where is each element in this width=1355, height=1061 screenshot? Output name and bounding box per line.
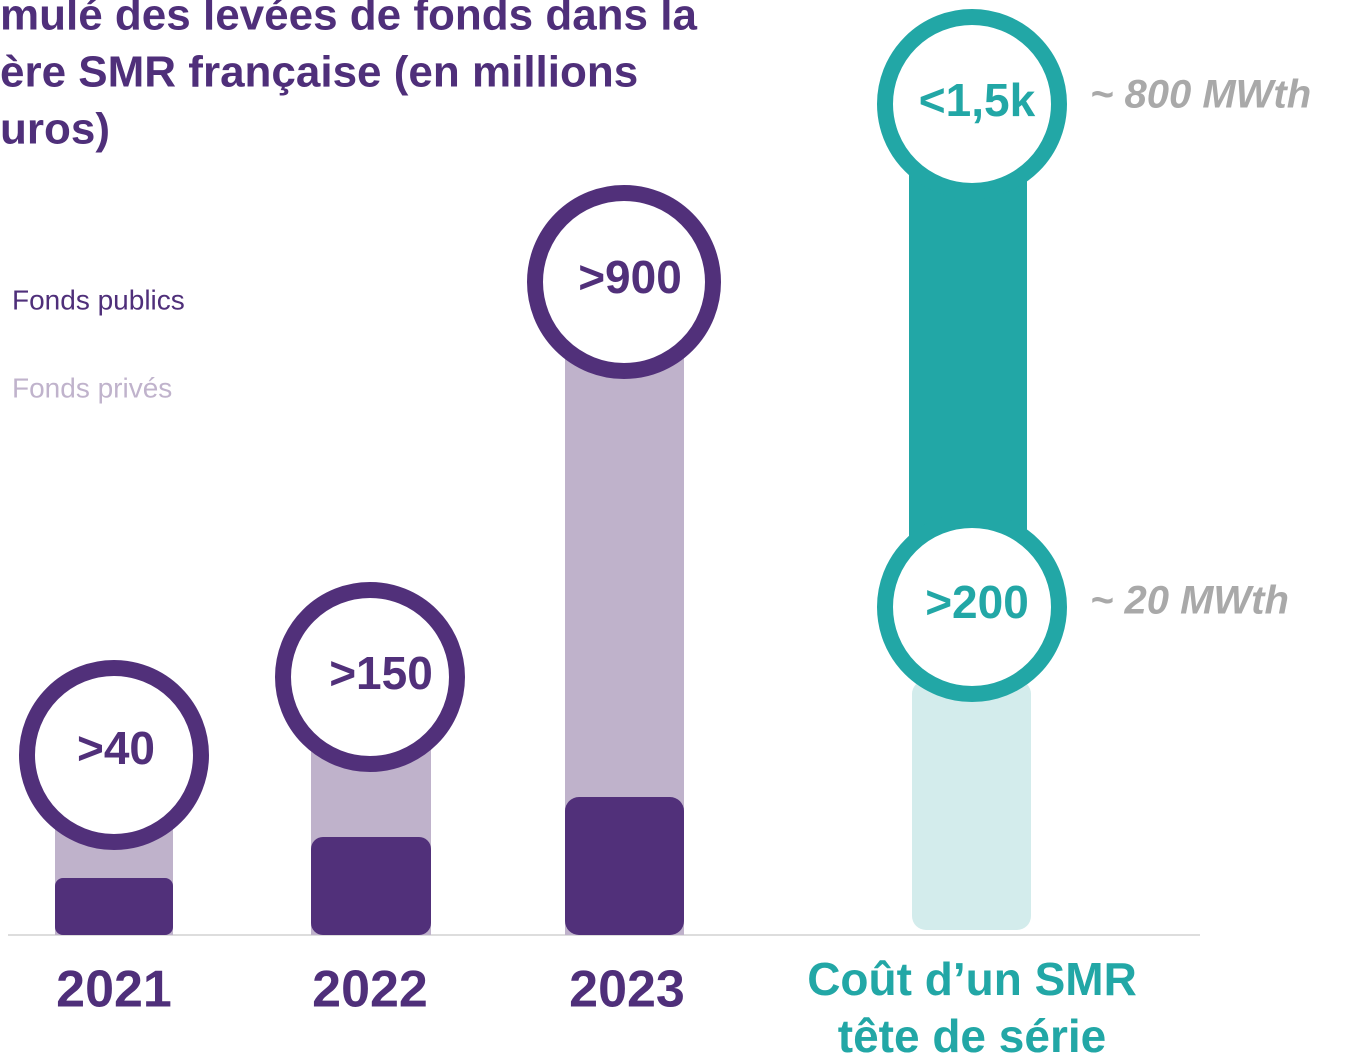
- cost-range-bar: [909, 150, 1027, 540]
- column-label: >150: [329, 647, 433, 699]
- legend-private: Fonds privés: [12, 372, 172, 403]
- cost-title: Coût d’un SMR: [807, 953, 1137, 1005]
- badge: [275, 582, 465, 772]
- public-bar: [565, 797, 684, 935]
- badge: [877, 512, 1067, 702]
- year-label: 2022: [312, 961, 428, 1019]
- badge: [527, 185, 721, 379]
- year-label: 2021: [56, 961, 172, 1019]
- year-label: 2023: [569, 961, 685, 1019]
- title-line: ère SMR française (en millions: [0, 48, 638, 97]
- public-bar: [311, 837, 431, 935]
- legend-public: Fonds publics: [12, 284, 185, 315]
- cost-label: <1,5k: [919, 74, 1036, 126]
- title-line: uros): [0, 105, 110, 154]
- column-label: >900: [578, 251, 682, 303]
- cost-note: ~ 20 MWth: [1090, 579, 1289, 623]
- badge: [877, 9, 1067, 199]
- cost-note: ~ 800 MWth: [1090, 73, 1311, 117]
- cost-label: >200: [925, 576, 1029, 628]
- cost-title: tête de série: [838, 1010, 1106, 1061]
- title-line: mulé des levées de fonds dans la: [0, 0, 697, 40]
- column-label: >40: [77, 722, 155, 774]
- public-bar: [55, 878, 173, 935]
- cost-low-bar: [912, 680, 1031, 930]
- badge: [19, 660, 209, 850]
